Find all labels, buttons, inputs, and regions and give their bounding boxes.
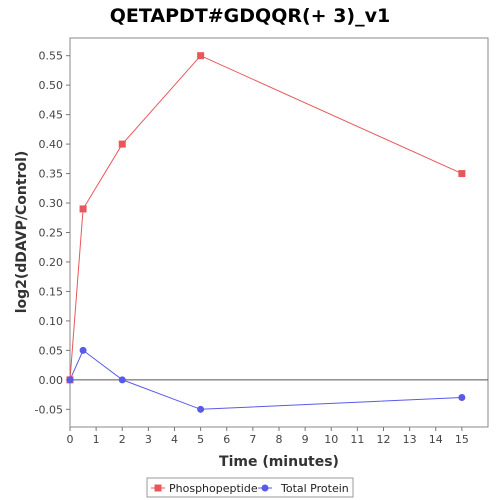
legend: Phosphopeptide Total Protein bbox=[146, 477, 354, 498]
x-tick-label: 4 bbox=[171, 433, 178, 446]
legend-marker-total-protein bbox=[261, 484, 269, 492]
y-tick-label: 0.35 bbox=[39, 168, 64, 181]
x-tick-label: 2 bbox=[119, 433, 126, 446]
x-tick-label: 1 bbox=[93, 433, 100, 446]
point-total-protein bbox=[458, 394, 466, 402]
x-tick-label: 10 bbox=[324, 433, 338, 446]
x-tick-label: 9 bbox=[302, 433, 309, 446]
point-phosphopeptide bbox=[197, 52, 205, 60]
chart-title: QETAPDT#GDQQR(+ 3)_v1 bbox=[110, 5, 390, 27]
legend-marker-phosphopeptide bbox=[154, 484, 162, 492]
y-tick-label: 0.45 bbox=[39, 109, 64, 122]
x-tick-label: 13 bbox=[403, 433, 417, 446]
y-tick-label: 0.20 bbox=[39, 256, 64, 269]
plot-area bbox=[69, 37, 489, 428]
point-total-protein bbox=[79, 346, 87, 354]
x-tick-label: 0 bbox=[67, 433, 74, 446]
point-total-protein bbox=[66, 376, 74, 384]
y-tick-label: 0.05 bbox=[39, 344, 64, 357]
legend-box bbox=[146, 477, 354, 498]
x-axis: 0 1 2 3 4 5 6 7 8 9 10 11 12 13 14 15 bbox=[67, 427, 469, 446]
x-tick-label: 14 bbox=[429, 433, 443, 446]
x-tick-label: 15 bbox=[455, 433, 469, 446]
y-tick-label: 0.30 bbox=[39, 197, 64, 210]
y-tick-label: 0.15 bbox=[39, 285, 64, 298]
x-tick-label: 12 bbox=[377, 433, 391, 446]
y-tick-label: 0.00 bbox=[39, 374, 64, 387]
x-tick-label: 3 bbox=[145, 433, 152, 446]
y-tick-label: 0.50 bbox=[39, 79, 64, 92]
x-tick-label: 7 bbox=[249, 433, 256, 446]
legend-label-total-protein: Total Protein bbox=[280, 482, 349, 495]
x-tick-label: 5 bbox=[197, 433, 204, 446]
point-total-protein bbox=[118, 376, 126, 384]
y-tick-label: 0.10 bbox=[39, 315, 64, 328]
x-tick-label: 8 bbox=[276, 433, 283, 446]
point-phosphopeptide bbox=[118, 140, 126, 148]
y-axis: -0.05 0.00 0.05 0.10 0.15 0.20 0.25 0.30 0.35 0.4… bbox=[35, 50, 70, 416]
x-axis-title: Time (minutes) bbox=[219, 454, 339, 470]
point-phosphopeptide bbox=[79, 205, 87, 213]
y-tick-label: 0.40 bbox=[39, 138, 64, 151]
series-layer bbox=[66, 52, 466, 413]
x-tick-label: 11 bbox=[350, 433, 364, 446]
legend-label-phosphopeptide: Phosphopeptide bbox=[169, 482, 258, 495]
y-tick-label: 0.25 bbox=[39, 227, 64, 240]
point-phosphopeptide bbox=[458, 170, 466, 178]
y-tick-label: -0.05 bbox=[35, 403, 63, 416]
y-tick-label: 0.55 bbox=[39, 50, 64, 63]
x-tick-label: 6 bbox=[223, 433, 230, 446]
y-axis-title: log2(dDAVP/Control) bbox=[14, 151, 30, 314]
point-total-protein bbox=[197, 405, 205, 413]
